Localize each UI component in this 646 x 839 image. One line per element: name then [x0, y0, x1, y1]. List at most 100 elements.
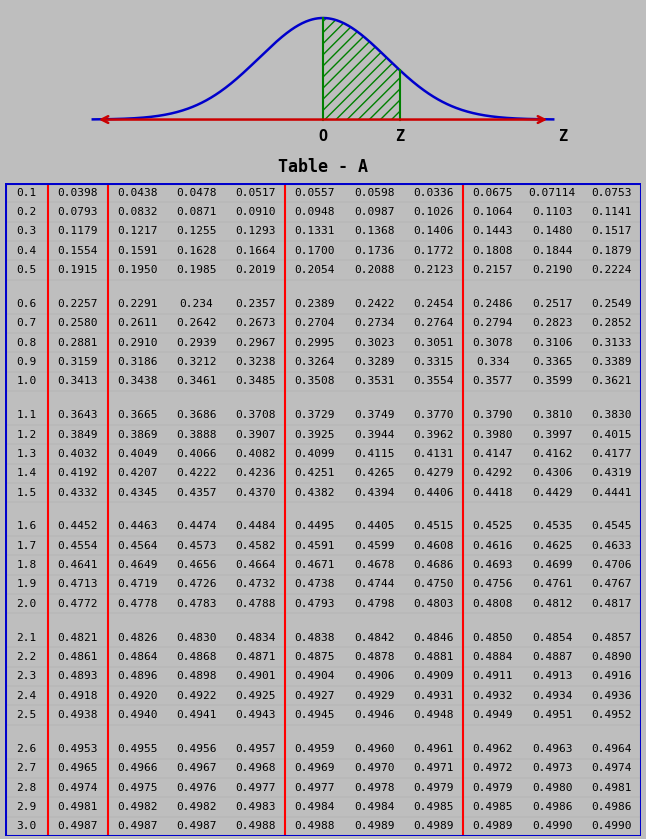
Text: 0.4834: 0.4834	[235, 633, 276, 643]
Text: 0.0598: 0.0598	[354, 188, 395, 198]
Text: 0.4251: 0.4251	[295, 468, 335, 478]
Text: 0.3485: 0.3485	[235, 377, 276, 386]
Text: 0.4970: 0.4970	[354, 763, 395, 774]
Text: 2.3: 2.3	[17, 671, 37, 681]
Text: 0.2123: 0.2123	[413, 265, 453, 275]
Text: 0.1985: 0.1985	[176, 265, 216, 275]
Text: 0.4890: 0.4890	[591, 652, 632, 662]
Text: 0.3133: 0.3133	[591, 337, 632, 347]
Text: 2.1: 2.1	[17, 633, 37, 643]
Text: 0.4082: 0.4082	[235, 449, 276, 459]
Text: 0.3023: 0.3023	[354, 337, 395, 347]
Text: 0.4975: 0.4975	[117, 783, 158, 793]
Text: 0.4868: 0.4868	[176, 652, 216, 662]
Text: 0.4972: 0.4972	[473, 763, 513, 774]
Text: 0.2881: 0.2881	[57, 337, 98, 347]
Text: 0.4332: 0.4332	[57, 487, 98, 498]
Text: O: O	[318, 129, 328, 144]
Text: 0.4920: 0.4920	[117, 690, 158, 701]
Text: 0.4192: 0.4192	[57, 468, 98, 478]
Text: 0.4846: 0.4846	[413, 633, 453, 643]
Text: 0.4854: 0.4854	[532, 633, 572, 643]
Text: 0.2823: 0.2823	[532, 318, 572, 328]
Text: 0.4989: 0.4989	[413, 821, 453, 831]
Text: 0.3438: 0.3438	[117, 377, 158, 386]
Text: 0.4357: 0.4357	[176, 487, 216, 498]
Text: 0.4738: 0.4738	[295, 580, 335, 590]
Text: 0.1406: 0.1406	[413, 227, 453, 237]
Text: 0.4986: 0.4986	[532, 802, 572, 812]
Text: 3.0: 3.0	[17, 821, 37, 831]
Text: Table - A: Table - A	[278, 158, 368, 175]
Text: 0.4131: 0.4131	[413, 449, 453, 459]
Text: 1.1: 1.1	[17, 410, 37, 420]
Text: 0.2389: 0.2389	[295, 299, 335, 309]
Text: 0.1: 0.1	[17, 188, 37, 198]
Text: 0.4974: 0.4974	[57, 783, 98, 793]
Text: 0.07114: 0.07114	[528, 188, 576, 198]
Text: 0.1141: 0.1141	[591, 207, 632, 217]
Text: 0.1517: 0.1517	[591, 227, 632, 237]
Text: 0.4981: 0.4981	[591, 783, 632, 793]
Text: 0.3289: 0.3289	[354, 357, 395, 367]
Text: 0.4706: 0.4706	[591, 560, 632, 571]
Text: 0.4441: 0.4441	[591, 487, 632, 498]
Text: 0.4916: 0.4916	[591, 671, 632, 681]
Text: 0.1026: 0.1026	[413, 207, 453, 217]
Text: 0.4961: 0.4961	[413, 744, 453, 754]
Text: 0.4633: 0.4633	[591, 541, 632, 550]
Text: 0.2224: 0.2224	[591, 265, 632, 275]
Text: 0.4881: 0.4881	[413, 652, 453, 662]
Text: 0.4147: 0.4147	[473, 449, 513, 459]
Text: 0.4222: 0.4222	[176, 468, 216, 478]
Text: 0.4405: 0.4405	[354, 521, 395, 531]
Text: 0.4904: 0.4904	[295, 671, 335, 681]
Text: 0.4983: 0.4983	[235, 802, 276, 812]
Text: 1.9: 1.9	[17, 580, 37, 590]
Text: 0.4319: 0.4319	[591, 468, 632, 478]
Text: 0.0793: 0.0793	[57, 207, 98, 217]
Text: 0.1217: 0.1217	[117, 227, 158, 237]
Text: 0.4977: 0.4977	[295, 783, 335, 793]
Text: 0.2580: 0.2580	[57, 318, 98, 328]
Text: 0.1664: 0.1664	[235, 246, 276, 256]
Text: 0.4115: 0.4115	[354, 449, 395, 459]
Text: 0.4951: 0.4951	[532, 710, 572, 720]
Text: 0.4898: 0.4898	[176, 671, 216, 681]
Text: 0.4911: 0.4911	[473, 671, 513, 681]
Text: 0.4162: 0.4162	[532, 449, 572, 459]
Text: 0.2734: 0.2734	[354, 318, 395, 328]
Text: 0.4909: 0.4909	[413, 671, 453, 681]
Text: 1.3: 1.3	[17, 449, 37, 459]
Text: 0.4986: 0.4986	[591, 802, 632, 812]
Text: 0.3749: 0.3749	[354, 410, 395, 420]
Text: 0.4875: 0.4875	[295, 652, 335, 662]
Text: 0.4664: 0.4664	[235, 560, 276, 571]
Text: 0.3599: 0.3599	[532, 377, 572, 386]
Text: 0.4761: 0.4761	[532, 580, 572, 590]
Text: 0.4463: 0.4463	[117, 521, 158, 531]
Text: 0.4842: 0.4842	[354, 633, 395, 643]
Text: 0.1915: 0.1915	[57, 265, 98, 275]
Text: 2.6: 2.6	[17, 744, 37, 754]
Text: 0.4406: 0.4406	[413, 487, 453, 498]
Text: 0.3508: 0.3508	[295, 377, 335, 386]
Text: 0.7: 0.7	[17, 318, 37, 328]
Text: 0.0557: 0.0557	[295, 188, 335, 198]
Text: 0.3365: 0.3365	[532, 357, 572, 367]
Text: 0.2: 0.2	[17, 207, 37, 217]
Text: 0.1772: 0.1772	[413, 246, 453, 256]
Text: 0.4049: 0.4049	[117, 449, 158, 459]
Text: 0.4793: 0.4793	[295, 599, 335, 609]
Text: 0.4861: 0.4861	[57, 652, 98, 662]
Text: 0.4984: 0.4984	[354, 802, 395, 812]
Text: 0.4625: 0.4625	[532, 541, 572, 550]
Text: 0.4798: 0.4798	[354, 599, 395, 609]
Text: 0.4099: 0.4099	[295, 449, 335, 459]
Text: 0.4927: 0.4927	[295, 690, 335, 701]
Text: 0.3997: 0.3997	[532, 430, 572, 440]
Text: 0.3830: 0.3830	[591, 410, 632, 420]
Text: 0.4772: 0.4772	[57, 599, 98, 609]
Text: 0.3413: 0.3413	[57, 377, 98, 386]
Text: 2.0: 2.0	[17, 599, 37, 609]
